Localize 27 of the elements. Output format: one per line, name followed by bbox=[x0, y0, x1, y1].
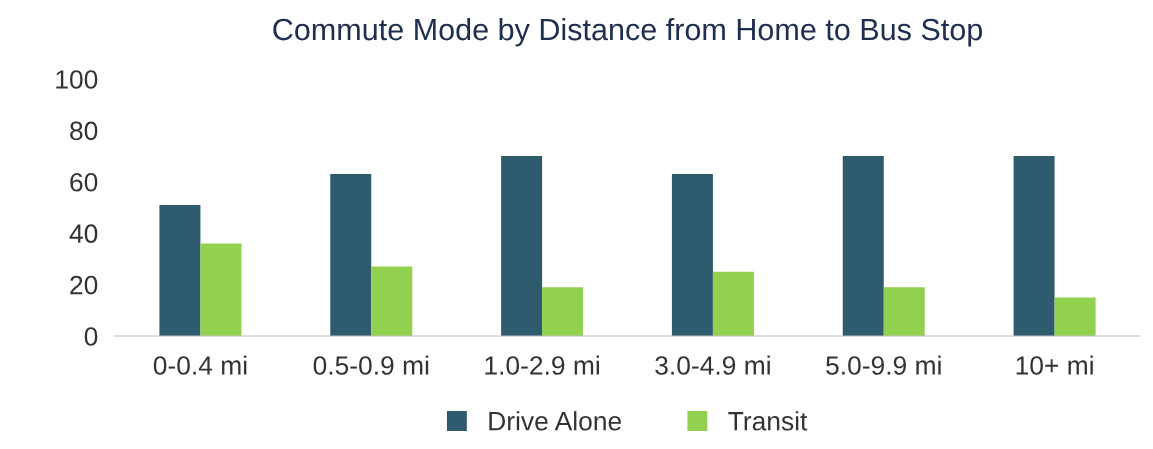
bar bbox=[159, 204, 201, 336]
y-tick-label: 100 bbox=[56, 70, 98, 89]
x-tick-label: 0.5-0.9 mi bbox=[313, 355, 429, 375]
bar bbox=[542, 287, 584, 336]
bar bbox=[712, 271, 754, 336]
chart-title: Commute Mode by Distance from Home to Bus Stop bbox=[273, 17, 983, 47]
bar bbox=[883, 287, 925, 336]
bar bbox=[1054, 297, 1096, 336]
x-tick-label: 5.0-9.9 mi bbox=[826, 355, 941, 375]
legend-label: Transit bbox=[728, 411, 808, 431]
bar bbox=[1013, 156, 1055, 336]
bar bbox=[200, 243, 242, 336]
x-tick-label: 10+ mi bbox=[1016, 355, 1093, 375]
x-tick-label: 1.0-2.9 mi bbox=[485, 355, 599, 375]
bar bbox=[330, 174, 372, 336]
y-tick-label: 80 bbox=[70, 121, 98, 141]
y-tick-label: 0 bbox=[84, 327, 98, 346]
x-tick-label: 0-0.4 mi bbox=[153, 355, 247, 375]
bar bbox=[371, 266, 413, 336]
bar bbox=[671, 174, 713, 336]
bar bbox=[842, 156, 884, 336]
y-tick-label: 20 bbox=[70, 275, 98, 295]
y-tick-label: 60 bbox=[70, 172, 98, 192]
bar bbox=[501, 156, 543, 336]
y-tick-label: 40 bbox=[69, 224, 98, 244]
x-tick-label: 3.0-4.9 mi bbox=[655, 355, 770, 375]
legend-label: Drive Alone bbox=[489, 411, 621, 431]
